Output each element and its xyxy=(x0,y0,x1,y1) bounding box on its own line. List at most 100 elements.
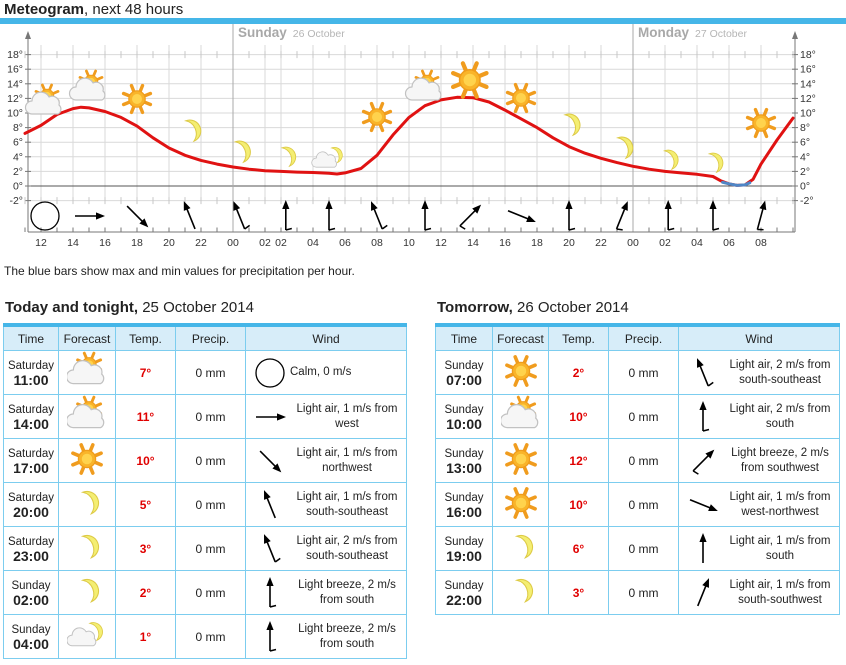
svg-text:8°: 8° xyxy=(13,122,23,134)
svg-text:0°: 0° xyxy=(13,181,23,193)
svg-text:10°: 10° xyxy=(7,108,23,120)
time-cell: Saturday 23:00 xyxy=(3,526,59,571)
wind-arrow-icon xyxy=(264,489,276,518)
forecast-row: Saturday 11:00 7° 0 mm Calm, 0 m/s xyxy=(3,350,407,395)
wind-arrow-icon xyxy=(709,200,720,231)
precipitation-cell: 0 mm xyxy=(608,350,679,395)
svg-text:00: 00 xyxy=(227,237,239,249)
svg-text:18: 18 xyxy=(131,237,143,249)
forecast-table-tomorrow-body: Sunday 07:00 2° 0 mm Light air, 2 m/s from s… xyxy=(435,350,840,615)
moon-icon xyxy=(80,534,100,559)
svg-text:16°: 16° xyxy=(800,64,816,76)
moon-cloud-icon xyxy=(66,622,103,647)
moon-icon xyxy=(615,136,634,160)
forecast-row: Sunday 13:00 12° 0 mm Light breeze, 2 m/s fr… xyxy=(435,438,840,483)
precipitation-cell: 0 mm xyxy=(175,394,246,439)
time-cell: Sunday 04:00 xyxy=(3,614,59,659)
wind-cell: Light air, 1 m/s from south xyxy=(678,526,840,571)
svg-text:-2°: -2° xyxy=(800,195,814,207)
forecast-cell xyxy=(492,394,549,439)
wind-arrow-icon xyxy=(615,201,628,231)
svg-text:12°: 12° xyxy=(7,93,23,105)
moon-icon xyxy=(514,534,533,559)
svg-text:00: 00 xyxy=(627,237,639,249)
column-header: Forecast xyxy=(58,324,116,351)
time-cell: Sunday 02:00 xyxy=(3,570,59,615)
wind-description: Light air, 1 m/s from west-northwest xyxy=(729,490,831,518)
forecast-table-today-head: Time Forecast Temp. Precip. Wind xyxy=(3,324,407,351)
wind-arrow-icon xyxy=(699,400,710,432)
wind-cell: Light air, 1 m/s from south-southeast xyxy=(245,482,407,527)
page-title-rest: , next 48 hours xyxy=(84,1,184,18)
moon-icon xyxy=(662,149,679,171)
forecast-row: Sunday 02:00 2° 0 mm Light breeze, 2 m/s fro… xyxy=(3,570,407,615)
wind-arrow-icon xyxy=(697,577,709,606)
svg-text:-2°: -2° xyxy=(9,195,23,207)
wind-arrow-icon xyxy=(565,200,576,231)
forecast-row: Sunday 16:00 10° 0 mm Light air, 1 m/s from … xyxy=(435,482,840,527)
time-cell: Sunday 07:00 xyxy=(435,350,493,395)
svg-text:10°: 10° xyxy=(800,108,816,120)
accent-divider xyxy=(0,18,846,24)
moon-icon xyxy=(280,146,297,168)
time-cell: Saturday 11:00 xyxy=(3,350,59,395)
freezing-segment xyxy=(721,180,752,187)
forecast-cell xyxy=(58,614,116,659)
forecast-row: Saturday 20:00 5° 0 mm Light air, 1 m/s from… xyxy=(3,482,407,527)
temperature-cell: 3° xyxy=(548,570,609,615)
precipitation-cell: 0 mm xyxy=(175,438,246,483)
sun-cloud-icon xyxy=(68,69,106,101)
temperature-cell: 11° xyxy=(115,394,176,439)
svg-text:08: 08 xyxy=(371,237,383,249)
temperature-cell: 12° xyxy=(548,438,609,483)
svg-text:20: 20 xyxy=(563,237,575,249)
svg-text:14: 14 xyxy=(67,237,79,249)
time-cell: Sunday 13:00 xyxy=(435,438,493,483)
wind-arrow-icon xyxy=(756,200,767,231)
wind-arrow-icon xyxy=(459,204,482,230)
wind-description: Light air, 1 m/s from west xyxy=(296,402,398,430)
sun-icon xyxy=(450,61,489,99)
temperature-curve xyxy=(23,95,795,187)
moon-icon xyxy=(183,119,202,143)
sun-cloud-icon xyxy=(65,395,105,429)
moon-icon xyxy=(80,578,100,603)
column-header: Wind xyxy=(678,324,840,351)
moon-cloud-icon xyxy=(311,147,343,168)
column-header: Temp. xyxy=(548,324,609,351)
forecast-table-today-body: Saturday 11:00 7° 0 mm Calm, 0 m/s Saturday 14… xyxy=(3,350,407,659)
wind-description: Light breeze, 2 m/s from south xyxy=(298,622,396,650)
svg-text:08: 08 xyxy=(755,237,767,249)
forecast-row: Sunday 07:00 2° 0 mm Light air, 2 m/s from s… xyxy=(435,350,840,395)
sun-icon xyxy=(504,443,537,475)
precipitation-cell: 0 mm xyxy=(608,482,679,527)
wind-arrow-icon xyxy=(183,201,196,230)
column-header: Precip. xyxy=(608,324,679,351)
moon-icon xyxy=(80,490,100,515)
wind-description: Light air, 2 m/s from south-southeast xyxy=(296,534,398,562)
svg-text:06: 06 xyxy=(339,237,351,249)
svg-text:22: 22 xyxy=(195,237,207,249)
wind-cell: Light air, 2 m/s from south xyxy=(678,394,840,439)
wind-description: Calm, 0 m/s xyxy=(290,366,352,379)
wind-description: Light air, 1 m/s from south-southeast xyxy=(296,490,398,518)
forecast-row: Sunday 19:00 6° 0 mm Light air, 1 m/s from s… xyxy=(435,526,840,571)
precipitation-note: The blue bars show max and min values fo… xyxy=(4,264,355,278)
temperature-cell: 7° xyxy=(115,350,176,395)
sun-cloud-icon xyxy=(499,395,538,429)
wind-cell: Light air, 2 m/s from south-southeast xyxy=(678,350,840,395)
wind-description: Light air, 1 m/s from northwest xyxy=(296,446,398,474)
time-cell: Saturday 20:00 xyxy=(3,482,59,527)
wind-description: Light air, 2 m/s from south xyxy=(729,402,831,430)
wind-arrow-icon xyxy=(266,576,277,608)
calm-circle-icon xyxy=(255,357,285,388)
temperature-cell: 2° xyxy=(115,570,176,615)
meteogram-chart: -2° -2° 0° 0° 2° 2° 4° 4° 6° 6° 8° 8° 10° 10° 12° 12° 14… xyxy=(7,24,816,249)
sun-icon xyxy=(121,83,153,115)
svg-text:16: 16 xyxy=(499,237,511,249)
svg-text:4°: 4° xyxy=(13,151,23,163)
wind-description: Light breeze, 2 m/s from south xyxy=(298,578,396,606)
precipitation-cell: 0 mm xyxy=(175,614,246,659)
precipitation-cell: 0 mm xyxy=(175,482,246,527)
